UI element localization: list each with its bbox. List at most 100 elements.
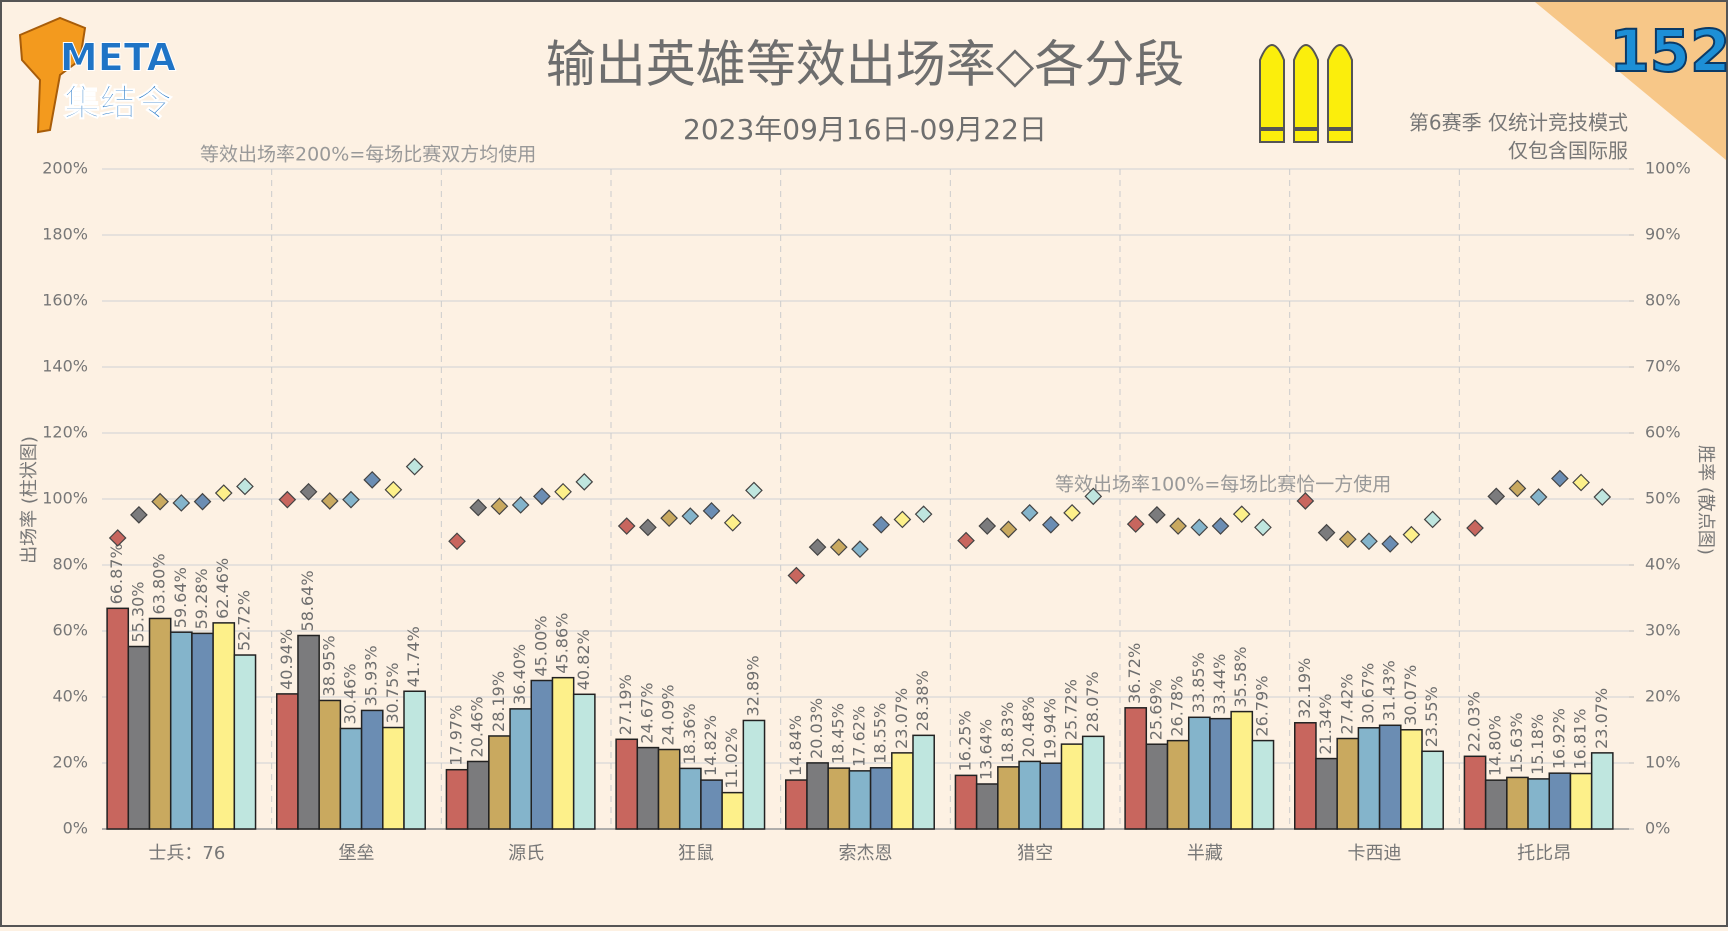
data-label: 27.42% [1337, 673, 1356, 734]
bar [509, 708, 533, 830]
y-tick-label: 180% [42, 225, 88, 244]
data-label: 24.67% [637, 683, 656, 744]
scatter-point [172, 494, 191, 512]
data-label: 20.48% [1019, 696, 1038, 757]
bar [1506, 776, 1529, 830]
bar [954, 774, 978, 830]
bar [1315, 757, 1338, 830]
y2-tick-label: 50% [1645, 489, 1681, 508]
x-tick-label: 托比昂 [1517, 843, 1571, 864]
bar [975, 783, 999, 830]
scatter-point [1063, 504, 1081, 522]
bar [721, 791, 745, 830]
x-tick-label: 源氏 [508, 843, 544, 864]
data-label: 20.46% [468, 696, 487, 757]
bar [1209, 717, 1232, 830]
y2-tick-label: 60% [1645, 423, 1681, 442]
scatter-point [1211, 517, 1230, 535]
bar [1039, 762, 1063, 830]
data-label: 20.03% [807, 698, 826, 759]
scatter-point [872, 515, 891, 534]
scatter-point [533, 487, 551, 506]
scatter-point [1381, 535, 1400, 553]
logo-subtitle: 集结令 [63, 83, 173, 124]
data-label: 14.84% [786, 715, 805, 776]
scatter-point [130, 505, 148, 524]
data-label: 18.55% [871, 703, 890, 764]
corner-decoration [1535, 2, 1726, 160]
scatter-point [1232, 505, 1251, 524]
bar [1378, 724, 1402, 830]
data-label: 23.55% [1422, 686, 1441, 747]
scatter-point [193, 492, 212, 511]
bar [212, 622, 236, 830]
scatter-point [787, 566, 806, 585]
bar [1357, 727, 1381, 830]
chart-subtitle: 2023年09月16日-09月22日 [683, 113, 1047, 146]
bar [466, 760, 490, 830]
bar [360, 709, 384, 830]
x-tick-label: 猎空 [1017, 843, 1053, 864]
scatter-point [1402, 525, 1421, 544]
data-label: 14.82% [701, 715, 720, 776]
scatter-point [1487, 487, 1506, 506]
scatter-point [957, 531, 975, 550]
data-label: 36.40% [510, 644, 529, 705]
scatter-point [448, 532, 466, 551]
data-label: 18.83% [998, 702, 1017, 763]
data-label: 23.07% [892, 688, 911, 749]
scatter-point [108, 529, 127, 547]
data-label: 31.43% [1380, 660, 1399, 721]
data-label: 11.02% [722, 728, 741, 789]
data-label: 45.86% [553, 613, 572, 674]
x-tick-label: 索杰恩 [839, 843, 893, 864]
y-axis-label: 出场率 (柱状图) [19, 436, 40, 564]
data-label: 25.72% [1062, 679, 1081, 740]
bar [806, 762, 829, 830]
bar [657, 748, 681, 830]
data-label: 30.46% [340, 663, 359, 724]
scatter-point [363, 471, 382, 489]
bar [1187, 716, 1211, 830]
data-label: 15.18% [1528, 714, 1547, 775]
data-label: 38.95% [319, 635, 338, 696]
data-label: 16.25% [956, 710, 975, 771]
scatter-point [1360, 532, 1378, 551]
scatter-point [490, 497, 509, 516]
scatter-point [1529, 488, 1548, 506]
scatter-point [893, 510, 912, 529]
data-label: 58.64% [298, 570, 317, 631]
data-label: 32.89% [743, 655, 762, 716]
bar [891, 752, 914, 830]
logo-shape [18, 16, 87, 134]
scatter-point [702, 502, 721, 520]
data-label: 18.36% [680, 703, 699, 764]
bar [169, 631, 193, 830]
data-label: 18.45% [828, 703, 847, 764]
data-label: 23.07% [1592, 688, 1611, 749]
data-label: 59.64% [171, 567, 190, 628]
bar [1060, 743, 1084, 830]
y-tick-label: 80% [52, 555, 88, 574]
data-label: 30.75% [383, 663, 402, 724]
issue-number: 152 [1609, 17, 1728, 85]
y2-tick-label: 20% [1645, 687, 1681, 706]
x-tick-label: 堡垒 [339, 843, 375, 864]
scatter-point [1551, 469, 1569, 488]
annotation: 等效出场率200%=每场比赛双方均使用 [200, 144, 536, 166]
scatter-point [660, 509, 678, 527]
scatter-point [299, 482, 318, 501]
bar [615, 738, 639, 830]
data-label: 26.79% [1252, 676, 1271, 737]
scatter-point [1020, 504, 1039, 522]
scatter-point [554, 482, 572, 501]
scatter-point [151, 492, 169, 511]
bar [700, 779, 723, 830]
bar [106, 607, 130, 830]
scatter-point [681, 507, 700, 526]
data-label: 22.03% [1465, 691, 1484, 752]
data-label: 62.46% [213, 558, 232, 619]
bar [1145, 743, 1169, 830]
bar [1294, 722, 1317, 830]
scatter-point [808, 538, 827, 557]
